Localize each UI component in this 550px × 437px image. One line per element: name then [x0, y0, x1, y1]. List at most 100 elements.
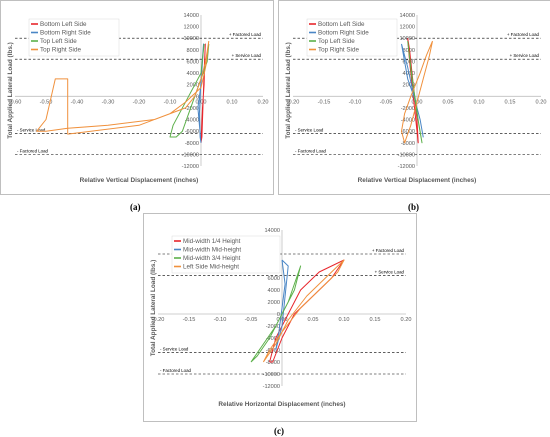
- x-tick-label: -0.40: [71, 99, 84, 105]
- legend-label: Top Left Side: [318, 38, 355, 45]
- y-tick-label: -4000: [185, 118, 199, 124]
- x-tick-label: -0.15: [318, 99, 331, 105]
- x-tick-label: -0.20: [152, 317, 165, 323]
- y-tick-label: 14000: [183, 13, 199, 19]
- x-tick-label: 0.20: [401, 317, 412, 323]
- series-line: [269, 259, 345, 363]
- y-tick-label: -4000: [401, 118, 415, 124]
- reference-line-label: + Factored Load: [229, 32, 262, 37]
- x-tick-label: -0.30: [102, 99, 115, 105]
- y-tick-label: 8000: [187, 48, 199, 54]
- y-tick-label: -10000: [182, 152, 199, 158]
- x-tick-label: 0.10: [227, 99, 238, 105]
- y-tick-label: 0: [277, 312, 280, 318]
- x-tick-label: -0.05: [380, 99, 393, 105]
- reference-line-label: + Service Load: [375, 270, 405, 275]
- x-axis-title: Relative Vertical Displacement (inches): [358, 177, 477, 184]
- chart-c-plot: + Factored Load + Service Load - Service L…: [150, 228, 412, 408]
- legend-label: Bottom Right Side: [318, 30, 369, 37]
- reference-line-label: - Service Load: [160, 346, 189, 351]
- x-tick-label: -0.15: [183, 317, 196, 323]
- legend: Mid-width 1/4 Height Mid-width Mid-height…: [171, 235, 281, 274]
- legend-label: Bottom Left Side: [40, 21, 87, 28]
- chart-b-plot: + Factored Load + Service Load - Service L…: [285, 13, 547, 184]
- y-tick-label: 10000: [399, 36, 415, 42]
- y-axis-title: Total Applied Lateral Load (lbs.): [7, 42, 14, 139]
- legend-label: Bottom Left Side: [318, 21, 365, 28]
- reference-line-label: + Service Load: [510, 53, 540, 58]
- series-line: [407, 41, 423, 144]
- y-tick-label: -12000: [182, 164, 199, 170]
- legend-label: Top Right Side: [40, 47, 81, 54]
- series-line: [250, 265, 302, 363]
- x-tick-label: -0.20: [287, 99, 300, 105]
- x-tick-label: 0.00: [196, 99, 207, 105]
- x-tick-label: 0.15: [505, 99, 516, 105]
- y-tick-label: -12000: [398, 164, 415, 170]
- reference-line-label: - Factored Load: [160, 368, 192, 373]
- y-tick-label: 2000: [403, 83, 415, 89]
- x-tick-label: -0.60: [9, 99, 22, 105]
- x-axis-title: Relative Horizontal Displacement (inches…: [218, 401, 345, 408]
- legend-label: Left Side Mid-height: [183, 264, 239, 271]
- series-line: [407, 38, 419, 144]
- y-tick-label: 6000: [268, 276, 280, 282]
- y-tick-label: 10000: [183, 36, 199, 42]
- y-tick-label: 2000: [187, 83, 199, 89]
- legend-box: [28, 18, 120, 57]
- x-tick-label: -0.10: [164, 99, 177, 105]
- y-tick-label: 6000: [187, 59, 199, 65]
- y-axis-title: Total Applied Lateral Load (lbs.): [150, 260, 157, 357]
- x-tick-label: -0.50: [40, 99, 53, 105]
- y-tick-label: -8000: [266, 360, 280, 366]
- legend-label: Top Left Side: [40, 38, 77, 45]
- series-line: [401, 40, 433, 144]
- series-line: [36, 41, 210, 135]
- x-tick-label: 0.05: [443, 99, 454, 105]
- series-line: [275, 259, 289, 351]
- caption-a: (a): [130, 202, 141, 212]
- y-tick-label: 14000: [399, 13, 415, 19]
- legend-box: [306, 18, 398, 57]
- y-tick-label: -12000: [263, 384, 280, 390]
- y-tick-label: 14000: [264, 228, 280, 234]
- y-tick-label: -10000: [398, 152, 415, 158]
- legend-label: Mid-width 3/4 Height: [183, 255, 241, 262]
- x-tick-label: 0.15: [370, 317, 381, 323]
- y-tick-label: 2000: [268, 300, 280, 306]
- reference-line-label: - Factored Load: [17, 148, 49, 153]
- x-tick-label: 0.20: [258, 99, 269, 105]
- x-tick-label: -0.05: [245, 317, 258, 323]
- x-tick-label: 0.10: [474, 99, 485, 105]
- y-tick-label: 0: [196, 94, 199, 100]
- reference-line-label: + Factored Load: [372, 248, 405, 253]
- x-tick-label: -0.10: [349, 99, 362, 105]
- legend-label: Top Right Side: [318, 47, 359, 54]
- y-tick-label: -8000: [401, 141, 415, 147]
- reference-line-label: - Factored Load: [295, 148, 327, 153]
- x-tick-label: 0.20: [536, 99, 547, 105]
- caption-b: (b): [408, 202, 419, 212]
- y-axis-title: Total Applied Lateral Load (lbs.): [285, 42, 292, 139]
- series-line: [197, 43, 204, 143]
- y-tick-label: -6000: [185, 129, 199, 135]
- legend-label: Mid-width Mid-height: [183, 247, 241, 254]
- x-axis-title: Relative Vertical Displacement (inches): [80, 177, 199, 184]
- y-tick-label: -4000: [266, 336, 280, 342]
- y-tick-label: -2000: [266, 324, 280, 330]
- series-line: [401, 43, 424, 138]
- chart-a-plot: + Factored Load + Service Load - Service L…: [7, 13, 269, 184]
- y-tick-label: -2000: [185, 106, 199, 112]
- y-tick-label: 6000: [403, 59, 415, 65]
- chart-panel-c: + Factored Load + Service Load - Service L…: [143, 213, 417, 422]
- x-tick-label: 0.10: [339, 317, 350, 323]
- reference-line-label: - Service Load: [17, 127, 46, 132]
- chart-panel-b: + Factored Load + Service Load - Service L…: [278, 0, 550, 195]
- y-tick-label: 4000: [268, 288, 280, 294]
- y-tick-label: 12000: [399, 25, 415, 31]
- x-tick-label: 0.00: [277, 317, 288, 323]
- x-tick-label: 0.05: [308, 317, 319, 323]
- reference-line-label: - Service Load: [295, 127, 324, 132]
